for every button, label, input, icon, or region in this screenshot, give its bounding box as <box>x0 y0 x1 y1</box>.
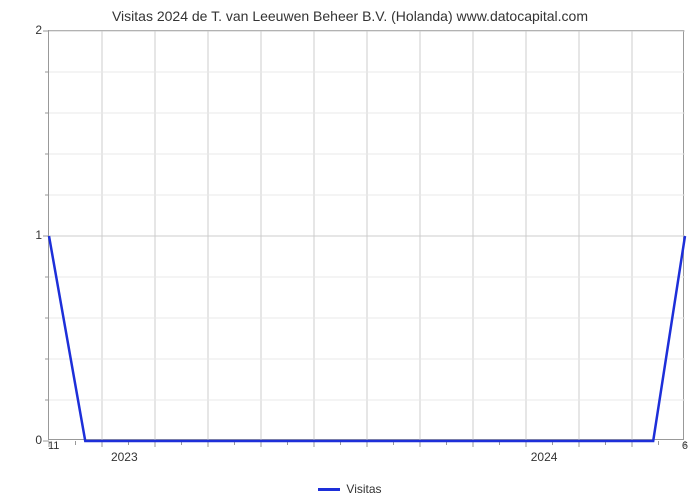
x-tick-label: 2024 <box>531 450 558 464</box>
legend-label: Visitas <box>346 482 381 496</box>
plot-area <box>48 30 684 440</box>
corner-label-bottom-left: 11 <box>48 440 59 452</box>
y-tick-label: 2 <box>35 23 42 37</box>
chart-title: Visitas 2024 de T. van Leeuwen Beheer B.… <box>0 8 700 24</box>
corner-label-bottom-right: 6 <box>682 440 688 452</box>
plot-svg <box>49 31 685 441</box>
legend-swatch <box>318 488 340 491</box>
y-tick-label: 0 <box>35 433 42 447</box>
x-tick-label: 2023 <box>111 450 138 464</box>
legend: Visitas <box>0 482 700 496</box>
chart-container: Visitas 2024 de T. van Leeuwen Beheer B.… <box>0 0 700 500</box>
y-tick-label: 1 <box>35 228 42 242</box>
